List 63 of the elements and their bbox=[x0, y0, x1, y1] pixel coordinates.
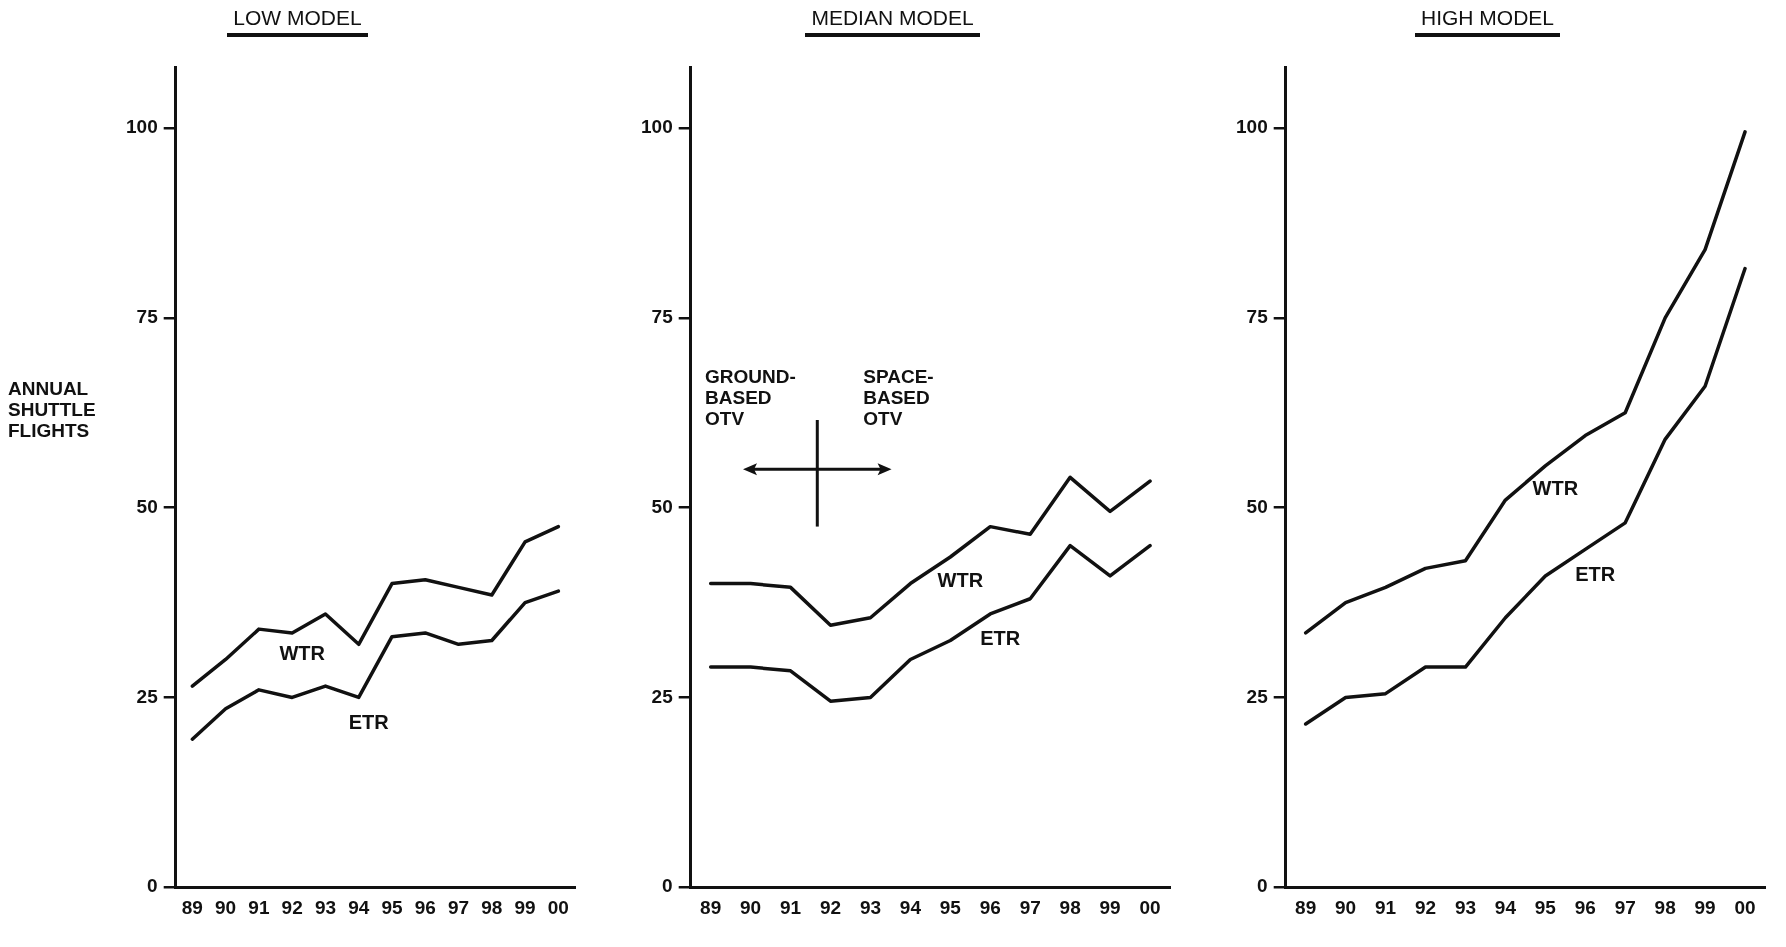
x-tick-label: 96 bbox=[979, 896, 1001, 918]
x-tick-label: 90 bbox=[740, 896, 762, 918]
x-tick-label: 91 bbox=[248, 896, 270, 918]
chart-title: HIGH MODEL bbox=[1414, 6, 1560, 37]
y-tick-label: 100 bbox=[1236, 116, 1268, 138]
series-label: ETR bbox=[980, 627, 1021, 650]
annotation: SPACE-BASED OTV bbox=[863, 366, 934, 430]
y-tick-label: 50 bbox=[136, 495, 158, 517]
y-tick-label: 0 bbox=[1257, 875, 1268, 897]
x-tick-label: 94 bbox=[348, 896, 370, 918]
series-label: WTR bbox=[1532, 477, 1579, 500]
y-tick-label: 25 bbox=[1246, 685, 1269, 707]
x-tick-label: 89 bbox=[700, 896, 722, 918]
x-tick-label: 94 bbox=[899, 896, 922, 918]
x-tick-label: 97 bbox=[1614, 896, 1636, 918]
series-label: WTR bbox=[937, 568, 984, 591]
chart-title: MEDIAN MODEL bbox=[805, 6, 980, 37]
y-tick-label: 50 bbox=[651, 495, 673, 517]
series-label: ETR bbox=[348, 710, 390, 733]
y-tick-label: 50 bbox=[1246, 495, 1268, 517]
x-tick-label: 89 bbox=[1295, 896, 1317, 918]
x-tick-label: 98 bbox=[481, 896, 503, 918]
y-tick-label: 100 bbox=[126, 116, 158, 138]
x-tick-label: 91 bbox=[1374, 896, 1397, 918]
y-tick-label: 25 bbox=[136, 685, 159, 707]
x-tick-label: 97 bbox=[447, 896, 470, 918]
x-tick-label: 96 bbox=[1574, 896, 1596, 918]
x-tick-label: 92 bbox=[281, 896, 303, 918]
x-tick-label: 94 bbox=[1494, 896, 1517, 918]
y-tick-label: 25 bbox=[651, 685, 674, 707]
y-tick-label: 75 bbox=[1246, 306, 1269, 328]
x-tick-label: 92 bbox=[1414, 896, 1437, 918]
annotation: GROUND-BASED OTV bbox=[705, 366, 796, 430]
x-tick-label: 89 bbox=[181, 896, 203, 918]
y-tick-label: 0 bbox=[147, 875, 158, 897]
y-tick-label: 0 bbox=[662, 875, 673, 897]
y-tick-label: 75 bbox=[651, 306, 674, 328]
series-label: ETR bbox=[1575, 562, 1616, 585]
x-tick-label: 93 bbox=[859, 896, 882, 918]
series-label: WTR bbox=[279, 642, 326, 665]
x-tick-label: 99 bbox=[514, 896, 536, 918]
chart-title: LOW MODEL bbox=[227, 6, 368, 37]
x-tick-label: 98 bbox=[1654, 896, 1676, 918]
x-tick-label: 93 bbox=[1454, 896, 1477, 918]
x-tick-label: 00 bbox=[547, 896, 569, 918]
x-tick-label: 95 bbox=[1534, 896, 1557, 918]
x-tick-label: 90 bbox=[1335, 896, 1357, 918]
x-tick-label: 97 bbox=[1019, 896, 1041, 918]
x-tick-label: 95 bbox=[939, 896, 962, 918]
y-tick-label: 100 bbox=[641, 116, 673, 138]
x-tick-label: 98 bbox=[1059, 896, 1081, 918]
x-tick-label: 92 bbox=[819, 896, 842, 918]
y-tick-label: 75 bbox=[136, 306, 159, 328]
x-tick-label: 99 bbox=[1694, 896, 1716, 918]
x-tick-label: 93 bbox=[314, 896, 337, 918]
x-tick-label: 95 bbox=[381, 896, 403, 918]
x-tick-label: 96 bbox=[414, 896, 436, 918]
x-tick-label: 00 bbox=[1734, 896, 1756, 918]
y-axis-title: ANNUAL SHUTTLE FLIGHTS bbox=[8, 377, 97, 441]
x-tick-label: 00 bbox=[1139, 896, 1161, 918]
x-tick-label: 90 bbox=[215, 896, 237, 918]
x-tick-label: 99 bbox=[1099, 896, 1121, 918]
x-tick-label: 91 bbox=[779, 896, 802, 918]
